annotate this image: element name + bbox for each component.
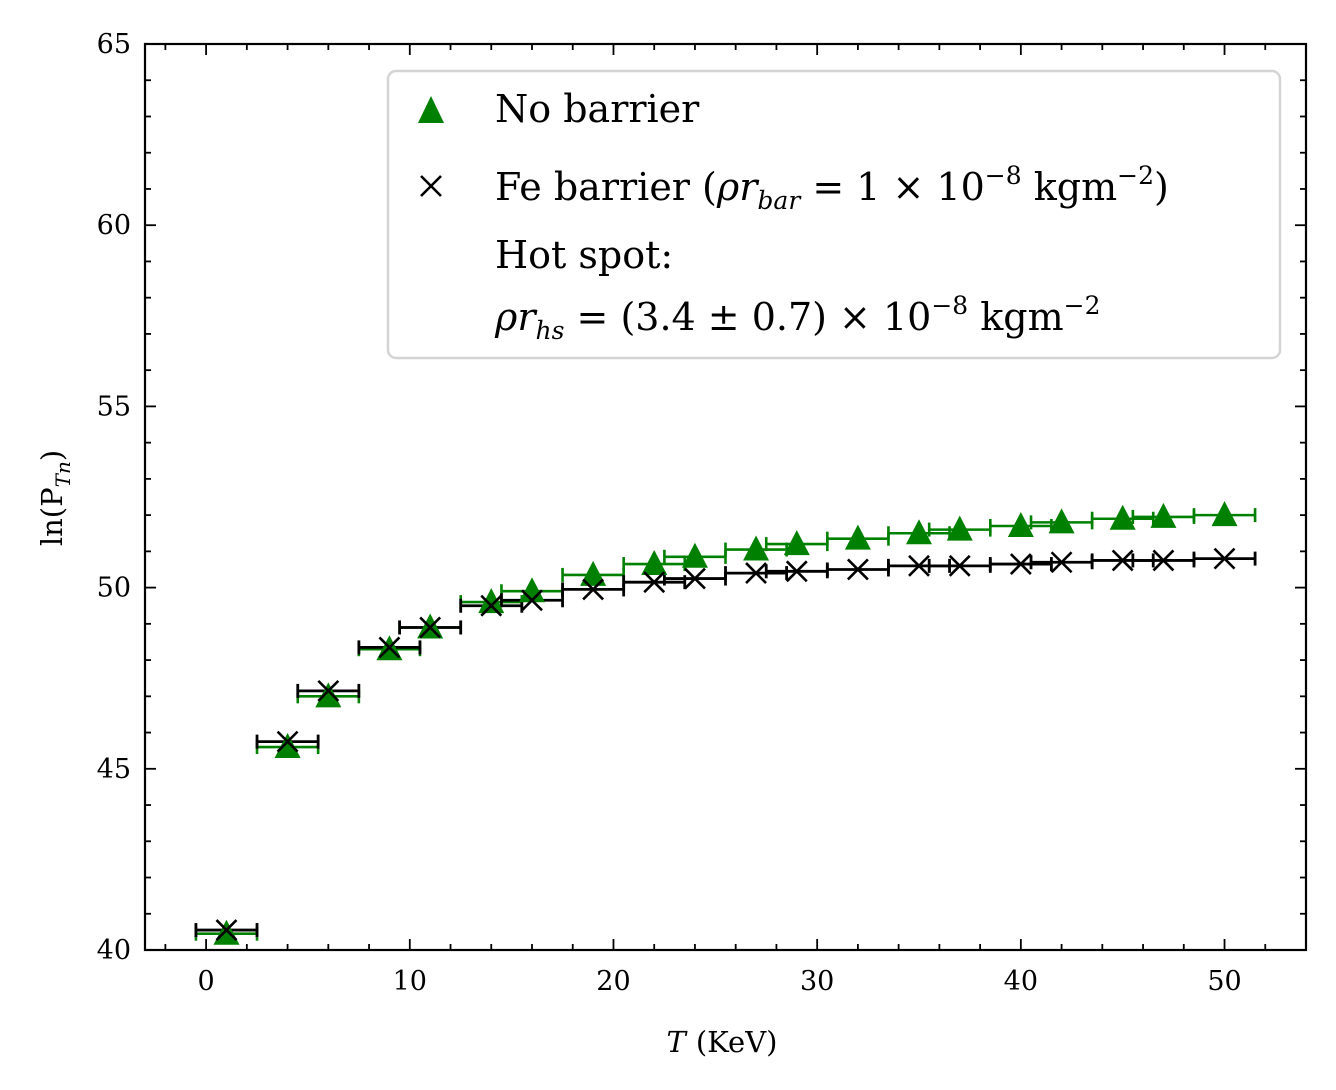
data-point-triangle (906, 519, 932, 545)
legend-marker-triangle (418, 96, 444, 123)
data-point-triangle (315, 682, 342, 708)
data-point-triangle (783, 530, 810, 556)
data-point-triangle (213, 919, 240, 945)
data-point-x (215, 919, 238, 941)
x-tick-label: 10 (393, 966, 427, 997)
data-point-x (1152, 549, 1175, 572)
data-point-x-stroke (480, 594, 503, 617)
data-point-x-stroke (378, 636, 401, 659)
data-point-triangle (681, 542, 708, 568)
data-point-x (521, 589, 543, 612)
legend: No barrier Fe barrier (ρrbar = 1 × 10−8 … (386, 69, 1282, 360)
x-axis-label: T (KeV) (667, 1025, 778, 1059)
data-point-x (1111, 549, 1134, 572)
axis-ticks (145, 43, 1306, 951)
data-point-x-stroke (684, 567, 706, 590)
data-markers (213, 501, 1238, 945)
data-point-x-stroke (521, 589, 543, 612)
y-tick-label: 50 (97, 573, 131, 604)
data-point-x-stroke (1009, 553, 1032, 575)
x-tick-label: 30 (800, 966, 834, 997)
data-point-x (745, 562, 767, 585)
data-point-x (276, 730, 299, 753)
y-tick-label: 55 (97, 391, 131, 422)
data-point-triangle (1007, 511, 1034, 537)
data-point-triangle (1211, 501, 1238, 527)
data-point-x-stroke (745, 562, 767, 585)
legend-note-rho-r-hs: ρrhs = (3.4 ± 0.7) × 10−8 kgm−2 (494, 291, 1101, 345)
data-point-x-stroke (1050, 551, 1073, 574)
data-point-triangle (478, 588, 505, 614)
data-point-x-stroke (643, 571, 666, 594)
y-axis-label-sub: Tn (51, 461, 75, 487)
data-point-triangle (743, 535, 770, 561)
legend-label-fe-barrier: Fe barrier (ρrbar = 1 × 10−8 kgm−2) (495, 161, 1169, 215)
data-point-x-stroke (846, 558, 869, 581)
data-point-x (785, 560, 808, 583)
data-point-triangle (274, 733, 301, 759)
y-axis-label: ln(PTn) (35, 450, 75, 546)
data-point-x (378, 636, 401, 659)
data-point-x (948, 554, 971, 577)
data-point-triangle (1150, 502, 1177, 528)
data-point-x-stroke (419, 616, 442, 639)
data-point-x (419, 616, 442, 639)
legend-box (386, 69, 1282, 360)
plot-frame (143, 42, 1308, 952)
plot-area-border (143, 42, 1308, 952)
data-point-x (1213, 547, 1236, 570)
data-point-x (684, 567, 706, 590)
data-point-x-stroke (317, 679, 340, 702)
y-tick-label: 40 (97, 935, 131, 966)
data-point-triangle (519, 577, 545, 603)
y-tick-label: 60 (97, 210, 131, 241)
legend-marker-x (420, 175, 442, 197)
data-point-x (643, 571, 666, 594)
x-tick-label: 0 (198, 966, 215, 997)
data-point-x (1009, 553, 1032, 575)
y-axis-label-main: ln(P (35, 487, 69, 546)
data-point-x-stroke (215, 919, 238, 941)
data-point-triangle (580, 560, 607, 586)
data-point-x (480, 594, 503, 617)
data-point-triangle (1048, 508, 1075, 534)
x-tick-label: 40 (1004, 966, 1038, 997)
data-point-x-stroke (948, 554, 971, 577)
data-point-x-stroke (1111, 549, 1134, 572)
data-point-x (1050, 551, 1073, 574)
x-tick-label: 50 (1207, 966, 1241, 997)
data-point-x (582, 578, 605, 601)
legend-note-hot-spot: Hot spot: (495, 233, 673, 277)
data-point-x-stroke (276, 730, 299, 753)
data-point-triangle (844, 524, 871, 550)
data-point-x-stroke (785, 560, 808, 583)
data-point-x-stroke (1213, 547, 1236, 570)
error-bars (194, 508, 1257, 941)
data-point-x (846, 558, 869, 581)
data-point-x (317, 679, 340, 702)
data-point-x-stroke (1152, 549, 1175, 572)
y-tick-label: 65 (97, 29, 131, 60)
x-axis-label-unit: (KeV) (696, 1025, 778, 1059)
tick-labels: 0 10 20 30 40 50 40 45 50 55 60 65 (97, 29, 1242, 997)
data-point-triangle (641, 550, 668, 576)
y-axis-label-close: ) (35, 450, 69, 461)
x-axis-label-var: T (667, 1025, 689, 1059)
data-point-triangle (1109, 504, 1136, 530)
legend-label-no-barrier: No barrier (495, 87, 700, 131)
data-point-x-stroke (582, 578, 605, 601)
x-tick-label: 20 (596, 966, 630, 997)
y-tick-label: 45 (97, 754, 131, 785)
data-point-triangle (946, 515, 973, 541)
data-point-x (908, 554, 930, 577)
data-point-x-stroke (908, 554, 930, 577)
